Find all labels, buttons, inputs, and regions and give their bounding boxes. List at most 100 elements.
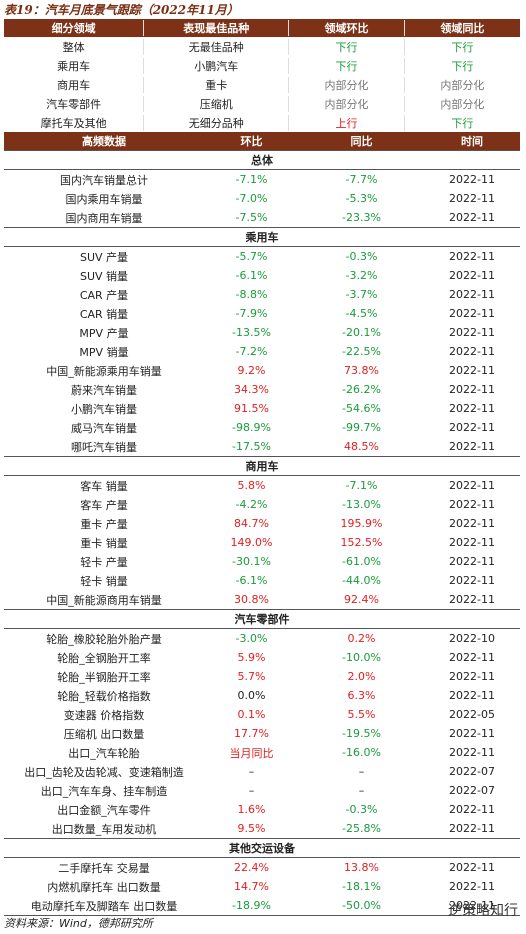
cell: -6.1% <box>235 269 268 282</box>
cell: 2022-11 <box>449 498 495 511</box>
section-row: 其他交运设备 <box>4 838 520 858</box>
cell: SUV 销量 <box>79 269 129 283</box>
cell: 无最佳品种 <box>143 38 288 55</box>
cell: 环比 <box>240 135 263 148</box>
cell: -6.1% <box>235 574 268 587</box>
cell: -25.8% <box>342 822 381 835</box>
cell: -17.5% <box>232 440 271 453</box>
cell: 2022-11 <box>449 880 495 893</box>
cell: 2022-11 <box>449 364 495 377</box>
cell: 下行 <box>288 57 403 74</box>
cell: 轮胎_橡胶轮胎外胎产量 <box>46 632 162 646</box>
cell: -7.0% <box>235 192 268 205</box>
cell: 摩托车及其他 <box>40 116 107 130</box>
cell: 客车 销量 <box>80 479 128 493</box>
row: 轮胎_橡胶轮胎外胎产量 -3.0% 0.2% 2022-10 <box>4 629 520 648</box>
cell: 2022-11 <box>449 192 495 205</box>
cell: 领域同比 <box>403 20 520 36</box>
row: 客车 产量 -4.2% -13.0% 2022-11 <box>4 495 520 514</box>
cell: 压缩机 <box>143 95 288 112</box>
cell: 9.5% <box>237 822 266 835</box>
section-name: 汽车零部件 <box>234 613 290 626</box>
row: 内燃机摩托车 出口数量 14.7% -18.1% 2022-11 <box>4 877 520 896</box>
row: 出口数量_车用发动机 9.5% -25.8% 2022-11 <box>4 819 520 838</box>
row: CAR 销量 -7.9% -4.5% 2022-11 <box>4 304 520 323</box>
row: 乘用车 小鹏汽车 下行 下行 <box>4 56 520 75</box>
cell: 2022-11 <box>449 421 495 434</box>
row: SUV 产量 -5.7% -0.3% 2022-11 <box>4 247 520 266</box>
cell: 2022-10 <box>449 632 495 645</box>
cell: 30.8% <box>234 593 269 606</box>
cell: 14.7% <box>234 880 269 893</box>
row: SUV 销量 -6.1% -3.2% 2022-11 <box>4 266 520 285</box>
cell: -22.5% <box>342 345 381 358</box>
cell: 2022-11 <box>449 479 495 492</box>
cell: -0.3% <box>345 250 378 263</box>
cell: 84.7% <box>234 517 269 530</box>
cell: -7.1% <box>235 173 268 186</box>
row: 客车 销量 5.8% -7.1% 2022-11 <box>4 476 520 495</box>
cell: 2022-05 <box>449 708 495 721</box>
row: 威马汽车销量 -98.9% -99.7% 2022-11 <box>4 418 520 437</box>
cell: 电动摩托车及脚踏车 出口数量 <box>30 899 178 913</box>
cell: 2022-11 <box>449 307 495 320</box>
cell: 下行 <box>403 114 520 131</box>
cell: -8.8% <box>235 288 268 301</box>
cell: 2022-11 <box>449 402 495 415</box>
cell: 出口数量_车用发动机 <box>51 822 157 836</box>
cell: 2022-11 <box>449 383 495 396</box>
cell: 内部分化 <box>403 95 520 112</box>
cell: 2022-11 <box>449 822 495 835</box>
cell: -18.9% <box>232 899 271 912</box>
row: 电动摩托车及脚踏车 出口数量 -18.9% -50.0% 2022-11 <box>4 896 520 916</box>
row: 汽车零部件 压缩机 内部分化 内部分化 <box>4 94 520 113</box>
row: CAR 产量 -8.8% -3.7% 2022-11 <box>4 285 520 304</box>
cell: -19.5% <box>342 727 381 740</box>
row: 中国_新能源乘用车销量 9.2% 73.8% 2022-11 <box>4 361 520 380</box>
cell: 5.5% <box>347 708 376 721</box>
cell: 重卡 <box>143 76 288 93</box>
cell: 2022-11 <box>449 269 495 282</box>
cell: -5.3% <box>345 192 378 205</box>
cell: 2022-11 <box>449 651 495 664</box>
cell: -99.7% <box>342 421 381 434</box>
cell: 0.2% <box>347 632 376 645</box>
title: 表19：汽车月底景气跟踪（2022年11月） <box>4 3 239 17</box>
cell: 当月同比 <box>229 746 274 760</box>
cell: 出口金额_汽车零件 <box>57 803 151 817</box>
cell: – <box>358 765 365 778</box>
section-name: 乘用车 <box>245 231 279 244</box>
row: 蔚来汽车销量 34.3% -26.2% 2022-11 <box>4 380 520 399</box>
cell: 2022-11 <box>449 440 495 453</box>
cell: -0.3% <box>345 803 378 816</box>
cell: 中国_新能源商用车销量 <box>46 593 162 607</box>
cell: 哪吒汽车销量 <box>71 440 137 454</box>
cell: -10.0% <box>342 651 381 664</box>
cell: 重卡 销量 <box>80 536 128 550</box>
cell: 蔚来汽车销量 <box>71 383 137 397</box>
row: 轮胎_全钢胎开工率 5.9% -10.0% 2022-11 <box>4 648 520 667</box>
cell: – <box>248 765 255 778</box>
cell: 轮胎_半钢胎开工率 <box>57 670 151 684</box>
row: 商用车 重卡 内部分化 内部分化 <box>4 75 520 94</box>
cell: CAR 产量 <box>79 288 129 302</box>
cell: 二手摩托车 交易量 <box>58 861 150 875</box>
cell: 内部分化 <box>288 76 403 93</box>
cell: 195.9% <box>340 517 383 530</box>
cell: 22.4% <box>234 861 269 874</box>
header-row: 高频数据 环比 同比 时间 <box>4 132 520 150</box>
cell: 0.0% <box>237 689 266 702</box>
row: 轮胎_半钢胎开工率 5.7% 2.0% 2022-11 <box>4 667 520 686</box>
row: 出口_汽车轮胎 当月同比 -16.0% 2022-11 <box>4 743 520 762</box>
cell: 内部分化 <box>288 95 403 112</box>
cell: -7.1% <box>345 479 378 492</box>
section-name: 商用车 <box>245 460 279 473</box>
cell: 高频数据 <box>82 135 126 148</box>
cell: -7.2% <box>235 345 268 358</box>
row: 哪吒汽车销量 -17.5% 48.5% 2022-11 <box>4 437 520 456</box>
section-row: 总体 <box>4 150 520 170</box>
cell: 2022-11 <box>449 593 495 606</box>
cell: 国内商用车销量 <box>65 211 143 225</box>
row: 轮胎_轻载价格指数 0.0% 6.3% 2022-11 <box>4 686 520 705</box>
